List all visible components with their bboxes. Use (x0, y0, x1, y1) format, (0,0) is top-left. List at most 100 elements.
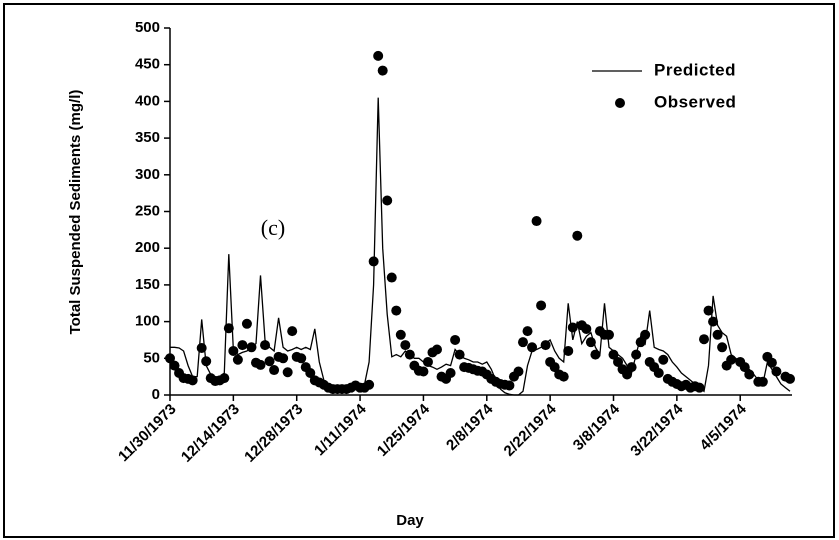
observed-point (608, 349, 619, 360)
observed-point (513, 366, 524, 377)
observed-point (395, 329, 406, 340)
observed-point (540, 340, 551, 351)
x-axis-label: Day (396, 512, 424, 529)
x-tick-label: 3/22/1974 (627, 400, 687, 460)
observed-point (504, 380, 515, 391)
x-tick-label: 3/8/1974 (570, 400, 624, 454)
observed-point (563, 345, 574, 356)
y-tick-label: 0 (152, 386, 160, 403)
observed-point (717, 342, 728, 353)
observed-point (635, 337, 646, 348)
y-tick-label: 450 (135, 56, 160, 73)
observed-point (622, 369, 633, 380)
observed-point (201, 356, 212, 367)
observed-point (585, 337, 596, 348)
observed-point (269, 365, 280, 376)
observed-point (536, 300, 547, 311)
observed-point (287, 326, 298, 337)
observed-point (246, 342, 257, 353)
observed-point (404, 349, 415, 360)
observed-point (531, 216, 542, 227)
y-tick-label: 350 (135, 129, 160, 146)
y-tick-label: 250 (135, 202, 160, 219)
observed-point (603, 329, 614, 340)
observed-point (282, 367, 293, 378)
observed-point (368, 256, 379, 267)
y-tick-label: 100 (135, 313, 160, 330)
x-tick-label: 11/30/1973 (115, 401, 180, 466)
observed-point (572, 230, 583, 241)
observed-point (196, 343, 207, 354)
observed-point (626, 362, 637, 373)
observed-point (187, 375, 198, 386)
y-tick-label: 150 (135, 276, 160, 293)
observed-point (422, 356, 433, 367)
observed-point (296, 353, 307, 364)
observed-point (549, 362, 560, 373)
observed-point (581, 323, 592, 334)
observed-point (391, 305, 402, 316)
observed-point (744, 369, 755, 380)
annotation: (c) (261, 215, 285, 240)
observed-point (260, 340, 271, 351)
observed-point (305, 367, 316, 378)
x-tick-label: 1/25/1974 (374, 400, 434, 460)
observed-point (445, 367, 456, 378)
observed-point (386, 272, 397, 283)
y-tick-label: 300 (135, 166, 160, 183)
y-tick-label: 500 (135, 19, 160, 36)
observed-point (712, 329, 723, 340)
chart-frame (3, 3, 835, 538)
observed-point (232, 354, 243, 365)
observed-point (766, 357, 777, 368)
observed-point (264, 356, 275, 367)
observed-point (400, 340, 411, 351)
x-tick-label: 12/28/1973 (241, 401, 306, 466)
y-axis-label: Total Suspended Sediments (mg/l) (67, 90, 84, 335)
legend-marker (615, 98, 625, 108)
x-tick-label: 12/14/1973 (178, 401, 243, 466)
observed-point (278, 353, 289, 364)
observed-point (590, 349, 601, 360)
observed-point (771, 366, 782, 377)
observed-point (382, 195, 393, 206)
observed-point (567, 322, 578, 333)
observed-point (255, 359, 266, 370)
observed-point (694, 382, 705, 393)
observed-point (223, 323, 234, 334)
x-tick-label: 4/5/1974 (697, 400, 751, 454)
observed-point (785, 373, 795, 384)
observed-point (631, 349, 642, 360)
observed-point (527, 342, 538, 353)
observed-point (241, 318, 252, 329)
legend-label: Observed (654, 92, 736, 111)
x-tick-label: 2/8/1974 (443, 400, 497, 454)
observed-point (169, 360, 180, 371)
observed-point (699, 334, 710, 345)
observed-point (726, 354, 737, 365)
observed-point (454, 349, 465, 360)
x-tick-label: 1/11/1974 (311, 400, 370, 459)
observed-point (219, 373, 230, 384)
y-tick-label: 200 (135, 239, 160, 256)
observed-point (517, 337, 528, 348)
observed-point (613, 356, 624, 367)
observed-point (418, 366, 429, 377)
observed-point (558, 371, 569, 382)
observed-point (237, 340, 248, 351)
observed-point (432, 344, 443, 355)
observed-point (450, 334, 461, 345)
observed-point (757, 376, 768, 387)
observed-point (522, 326, 533, 337)
observed-point (377, 65, 388, 76)
predicted-line (170, 97, 791, 396)
observed-point (165, 353, 175, 364)
y-tick-label: 50 (143, 349, 160, 366)
observed-point (228, 345, 239, 356)
observed-point (653, 367, 664, 378)
observed-point (658, 354, 669, 365)
observed-point (640, 329, 651, 340)
observed-point (703, 305, 714, 316)
observed-point (739, 362, 750, 373)
